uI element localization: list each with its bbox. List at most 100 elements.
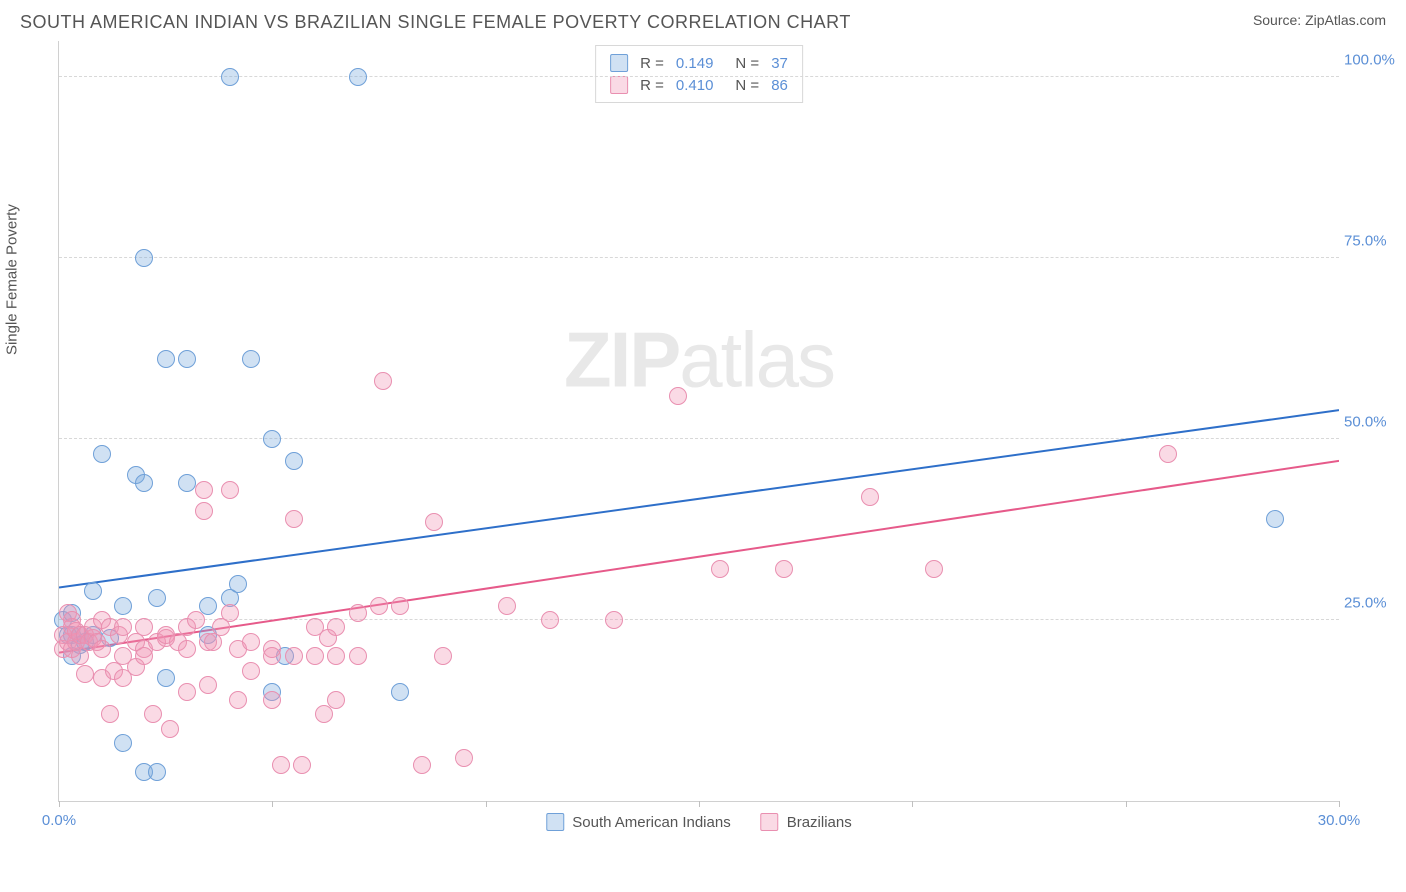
- data-point: [101, 705, 119, 723]
- data-point: [861, 488, 879, 506]
- correlation-legend: R =0.149N =37R =0.410N =86: [595, 45, 803, 103]
- data-point: [434, 647, 452, 665]
- data-point: [242, 350, 260, 368]
- data-point: [605, 611, 623, 629]
- data-point: [413, 756, 431, 774]
- x-tick-label: 30.0%: [1318, 812, 1361, 829]
- data-point: [669, 387, 687, 405]
- data-point: [285, 510, 303, 528]
- data-point: [157, 350, 175, 368]
- data-point: [148, 589, 166, 607]
- data-point: [263, 430, 281, 448]
- data-point: [114, 734, 132, 752]
- n-value: 37: [771, 55, 788, 72]
- legend-label: Brazilians: [787, 814, 852, 831]
- data-point: [391, 683, 409, 701]
- data-point: [93, 445, 111, 463]
- gridline: [59, 76, 1339, 77]
- data-point: [306, 647, 324, 665]
- data-point: [242, 662, 260, 680]
- x-tick-mark: [699, 801, 700, 807]
- chart-container: Single Female Poverty ZIPatlas R =0.149N…: [40, 41, 1386, 802]
- x-tick-mark: [1126, 801, 1127, 807]
- data-point: [76, 665, 94, 683]
- legend-item: Brazilians: [761, 813, 852, 831]
- data-point: [349, 647, 367, 665]
- data-point: [221, 604, 239, 622]
- data-point: [229, 691, 247, 709]
- chart-title: SOUTH AMERICAN INDIAN VS BRAZILIAN SINGL…: [20, 12, 851, 33]
- data-point: [1159, 445, 1177, 463]
- data-point: [157, 669, 175, 687]
- n-value: 86: [771, 77, 788, 94]
- data-point: [263, 647, 281, 665]
- data-point: [327, 647, 345, 665]
- y-tick-label: 25.0%: [1344, 595, 1399, 612]
- data-point: [178, 640, 196, 658]
- data-point: [370, 597, 388, 615]
- gridline: [59, 257, 1339, 258]
- data-point: [84, 582, 102, 600]
- data-point: [425, 513, 443, 531]
- data-point: [327, 691, 345, 709]
- y-axis-label: Single Female Poverty: [4, 204, 21, 355]
- data-point: [327, 618, 345, 636]
- legend-row: R =0.410N =86: [610, 74, 788, 96]
- data-point: [114, 597, 132, 615]
- x-tick-mark: [1339, 801, 1340, 807]
- watermark: ZIPatlas: [564, 315, 834, 406]
- data-point: [148, 763, 166, 781]
- x-tick-mark: [486, 801, 487, 807]
- data-point: [498, 597, 516, 615]
- data-point: [199, 676, 217, 694]
- r-value: 0.410: [676, 77, 714, 94]
- y-tick-label: 100.0%: [1344, 52, 1399, 69]
- scatter-plot: ZIPatlas R =0.149N =37R =0.410N =86 Sout…: [58, 41, 1339, 802]
- source-label: Source: ZipAtlas.com: [1253, 12, 1386, 33]
- legend-swatch: [610, 76, 628, 94]
- legend-swatch: [610, 54, 628, 72]
- data-point: [195, 502, 213, 520]
- gridline: [59, 619, 1339, 620]
- data-point: [178, 683, 196, 701]
- x-tick-mark: [912, 801, 913, 807]
- data-point: [135, 647, 153, 665]
- data-point: [93, 640, 111, 658]
- data-point: [221, 68, 239, 86]
- gridline: [59, 438, 1339, 439]
- data-point: [263, 691, 281, 709]
- data-point: [187, 611, 205, 629]
- y-tick-label: 75.0%: [1344, 233, 1399, 250]
- legend-row: R = 0.149 N = 37: [610, 52, 788, 74]
- y-tick-label: 50.0%: [1344, 414, 1399, 431]
- r-value: 0.149: [676, 55, 714, 72]
- data-point: [199, 597, 217, 615]
- x-tick-mark: [59, 801, 60, 807]
- data-point: [285, 647, 303, 665]
- n-label: N =: [735, 55, 759, 72]
- r-label: R =: [640, 55, 664, 72]
- data-point: [315, 705, 333, 723]
- data-point: [455, 749, 473, 767]
- data-point: [374, 372, 392, 390]
- data-point: [135, 474, 153, 492]
- r-label: R =: [640, 77, 664, 94]
- data-point: [1266, 510, 1284, 528]
- data-point: [144, 705, 162, 723]
- data-point: [293, 756, 311, 774]
- data-point: [114, 618, 132, 636]
- legend-item: South American Indians: [546, 813, 730, 831]
- data-point: [391, 597, 409, 615]
- data-point: [541, 611, 559, 629]
- data-point: [195, 481, 213, 499]
- trend-lines: [59, 41, 1339, 801]
- data-point: [221, 481, 239, 499]
- data-point: [135, 249, 153, 267]
- data-point: [272, 756, 290, 774]
- x-tick-label: 0.0%: [42, 812, 76, 829]
- data-point: [711, 560, 729, 578]
- data-point: [349, 604, 367, 622]
- x-tick-mark: [272, 801, 273, 807]
- data-point: [161, 720, 179, 738]
- data-point: [925, 560, 943, 578]
